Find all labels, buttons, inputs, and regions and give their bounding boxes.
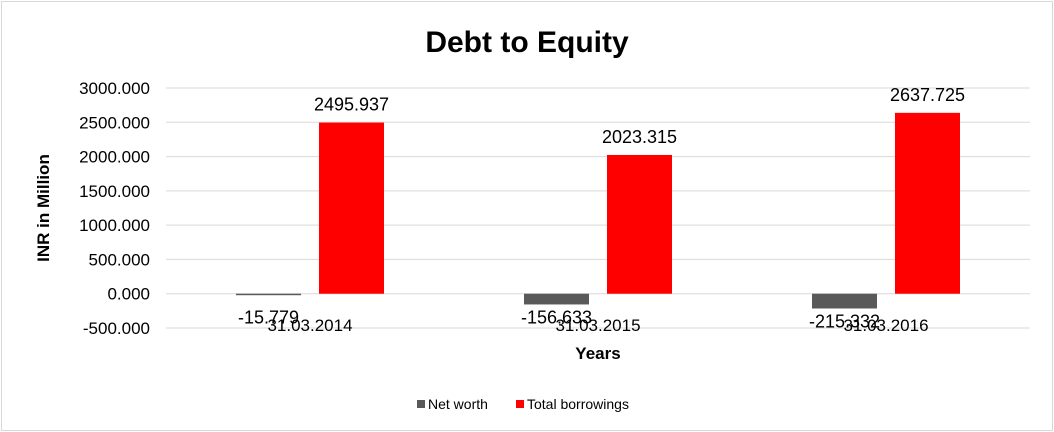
y-tick-label: 2500.000 (79, 113, 150, 132)
bar-total-borrowings (607, 154, 672, 294)
legend: Net worth Total borrowings (417, 396, 629, 412)
bar-net-worth (812, 293, 877, 309)
y-tick-label: 0.000 (107, 285, 150, 304)
data-labels: -15.779 2495.937 -156.633 2023.315 -215.332 2… (238, 85, 965, 332)
legend-label: Net worth (428, 396, 488, 412)
y-tick-label: 3000.000 (79, 79, 150, 98)
y-tick-label: -500.000 (83, 319, 150, 338)
x-axis-title: Years (575, 344, 620, 363)
y-axis-title: INR in Million (34, 154, 53, 262)
bar-net-worth (524, 293, 589, 305)
gridlines (166, 87, 1030, 329)
y-tick-label: 1000.000 (79, 216, 150, 235)
data-label: 2637.725 (890, 85, 965, 105)
legend-swatch (417, 400, 425, 408)
bar-net-worth (236, 293, 301, 296)
x-axis-ticks: 31.03.2014 31.03.2015 31.03.2016 (267, 316, 928, 335)
legend-label: Total borrowings (527, 396, 629, 412)
data-label: 2495.937 (314, 95, 389, 115)
bar-total-borrowings (895, 112, 960, 294)
y-tick-label: 2000.000 (79, 148, 150, 167)
y-tick-label: 500.000 (89, 250, 150, 269)
data-label: -156.633 (521, 308, 592, 328)
x-tick-label: 31.03.2015 (555, 316, 640, 335)
y-axis-ticks: 3000.000 2500.000 2000.000 1500.000 1000.000… (79, 79, 150, 338)
chart-title: Debt to Equity (425, 26, 629, 59)
x-tick-label: 31.03.2016 (843, 316, 928, 335)
data-label: -215.332 (809, 311, 880, 331)
x-tick-label: 31.03.2014 (267, 316, 352, 335)
bars (236, 112, 960, 309)
legend-swatch (516, 400, 524, 408)
y-tick-label: 1500.000 (79, 182, 150, 201)
data-label: -15.779 (238, 308, 299, 328)
data-label: 2023.315 (602, 127, 677, 147)
bar-total-borrowings (319, 122, 384, 294)
